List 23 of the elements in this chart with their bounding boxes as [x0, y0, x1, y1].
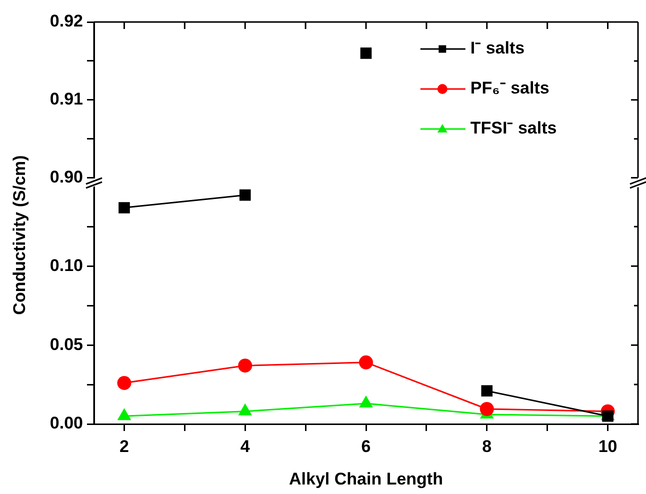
y-tick-label: 0.00 [50, 414, 83, 433]
point [480, 402, 494, 416]
x-tick-label: 10 [598, 436, 618, 456]
y-tick-label: 0.05 [50, 334, 83, 354]
legend-label: PF₆⁻ salts [470, 78, 550, 98]
point [239, 189, 251, 201]
y-tick-label: 0.92 [50, 12, 83, 31]
x-tick-label: 8 [482, 436, 492, 456]
y-tick-label: 0.90 [50, 167, 83, 186]
y-tick-label: 0.91 [50, 90, 83, 109]
legend-label: TFSI⁻ salts [470, 118, 557, 138]
x-tick-label: 4 [240, 436, 250, 456]
point [117, 376, 132, 390]
point [118, 202, 130, 214]
y-tick-label: 0.10 [50, 256, 83, 275]
y-axis-title: Conductivity (S/cm) [10, 154, 30, 317]
x-tick-label: 2 [119, 436, 129, 456]
point [481, 385, 493, 397]
point [238, 358, 252, 373]
x-axis-title: Alkyl Chain Length [289, 469, 443, 488]
point [359, 355, 373, 370]
x-tick-label: 6 [361, 436, 371, 456]
legend-label: I⁻ salts [470, 38, 525, 58]
